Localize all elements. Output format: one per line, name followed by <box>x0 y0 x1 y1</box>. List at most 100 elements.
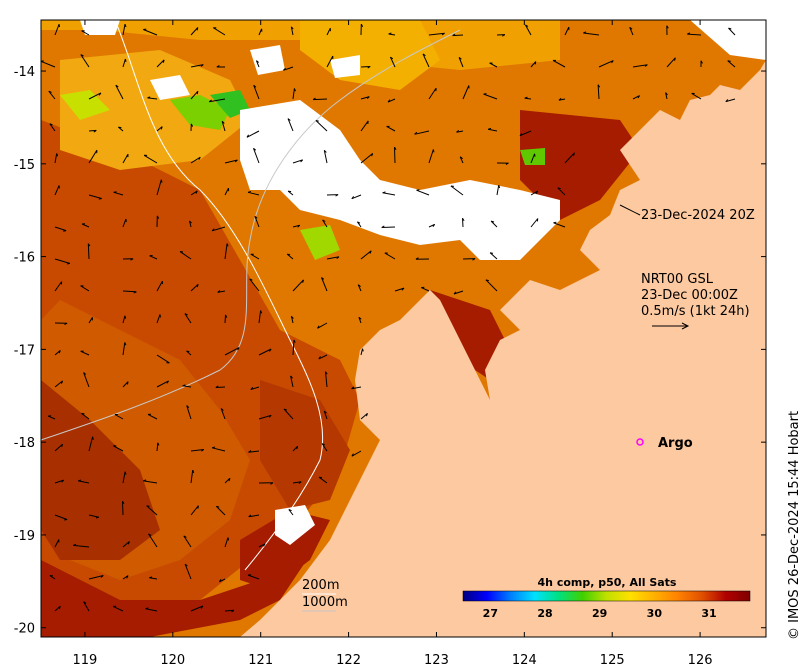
current-vector <box>224 347 240 356</box>
current-vector <box>215 386 226 388</box>
current-vector-head <box>728 27 732 30</box>
current-vector-head <box>414 131 418 135</box>
current-vector-head <box>234 159 238 163</box>
current-vector <box>462 218 464 228</box>
current-vector-head <box>296 446 299 450</box>
current-vector <box>258 348 272 356</box>
current-vector-head <box>200 605 204 609</box>
current-vector <box>530 218 539 228</box>
current-vector-head <box>357 284 361 287</box>
current-vector-head <box>553 221 557 224</box>
current-vector-head <box>700 60 703 64</box>
current-vector-head <box>351 196 355 200</box>
x-tick-label: 121 <box>248 653 273 668</box>
current-vector <box>88 92 102 100</box>
current-vector <box>190 90 199 100</box>
current-vector <box>88 317 93 324</box>
current-vector <box>322 219 328 228</box>
current-vector-head <box>166 380 170 384</box>
current-vector <box>122 342 126 356</box>
current-vector <box>524 24 532 36</box>
x-axis: 119 120 121 122 123 124 125 126 <box>73 20 713 668</box>
current-vector <box>224 187 229 196</box>
current-vector-head <box>367 66 371 69</box>
current-vector-head <box>611 60 614 64</box>
current-vector <box>250 386 260 390</box>
current-vector <box>209 98 226 103</box>
current-vector <box>317 322 328 329</box>
current-vector <box>489 252 498 260</box>
current-vector-head <box>143 479 147 482</box>
current-vector <box>287 190 294 196</box>
current-vector <box>88 194 102 199</box>
current-vector <box>54 350 61 356</box>
current-vector-head <box>725 99 729 102</box>
current-vector <box>54 185 60 196</box>
current-vector-head <box>357 221 361 224</box>
current-vector <box>456 130 464 133</box>
current-vector-head <box>360 23 364 28</box>
current-vector <box>691 92 702 100</box>
current-vector-head <box>73 543 77 546</box>
current-vector <box>292 159 303 164</box>
current-vector <box>88 149 98 164</box>
current-vector <box>318 354 328 360</box>
current-vector-head <box>505 162 509 165</box>
current-vector <box>351 450 362 457</box>
current-vector <box>360 120 369 132</box>
current-vector <box>48 90 56 100</box>
current-vector-head <box>218 579 222 583</box>
current-vector-head <box>498 185 501 189</box>
current-vector-head <box>390 56 394 60</box>
cloud-mask-7 <box>275 505 315 545</box>
current-vector-head <box>160 126 163 130</box>
current-vector-head <box>61 479 65 483</box>
current-vector <box>558 98 566 101</box>
current-vector <box>553 222 566 228</box>
current-vector-head <box>58 350 61 354</box>
current-vector <box>156 126 163 132</box>
current-vector-head <box>216 65 220 68</box>
current-vector <box>360 96 370 100</box>
current-vector <box>321 277 328 292</box>
current-vector <box>687 33 702 36</box>
current-vector <box>211 226 226 232</box>
current-vector <box>488 128 498 132</box>
current-vector-head <box>325 371 328 375</box>
current-vector-head <box>157 442 160 446</box>
current-vector <box>666 57 676 68</box>
current-vector <box>452 34 464 37</box>
current-vector-head <box>195 190 198 194</box>
current-vector <box>247 574 260 580</box>
current-vector <box>292 339 295 356</box>
current-scale-arrowhead <box>681 322 690 330</box>
current-vector <box>428 32 445 36</box>
current-vector-head <box>322 219 326 222</box>
current-vector <box>255 60 260 68</box>
cloud-mask-main <box>240 100 560 260</box>
current-vector <box>248 514 260 518</box>
argo-float-marker <box>636 438 644 446</box>
current-vector <box>83 372 90 388</box>
current-vector <box>54 380 63 388</box>
current-vector-head <box>490 220 495 223</box>
current-vector <box>156 179 162 196</box>
current-vector <box>156 354 170 364</box>
current-vector <box>597 84 600 100</box>
current-vector-head <box>196 91 199 95</box>
current-vector <box>598 60 614 68</box>
current-vector <box>458 57 464 68</box>
current-vector <box>450 185 464 196</box>
colorbar-tick-label: 27 <box>483 607 498 620</box>
current-vector-head <box>300 159 304 163</box>
current-vector-head <box>115 84 119 88</box>
current-vector <box>360 413 368 420</box>
current-vector-head <box>83 601 87 604</box>
current-vector-head <box>182 384 186 387</box>
current-vector-head <box>118 126 122 129</box>
current-vector-head <box>483 93 487 95</box>
cloud-mask-4 <box>330 55 360 78</box>
colorbar-ticks: 27 28 29 30 31 <box>483 607 717 620</box>
current-vector <box>360 250 372 260</box>
current-vector-head <box>124 58 127 63</box>
